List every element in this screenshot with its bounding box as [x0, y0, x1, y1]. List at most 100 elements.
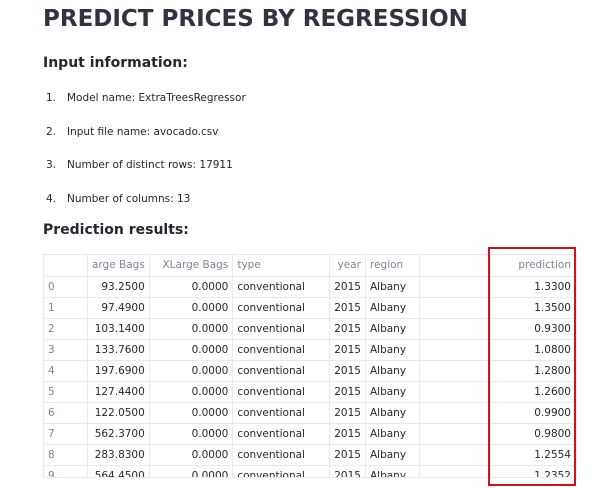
- region-cell[interactable]: Albany: [365, 318, 421, 340]
- region-cell[interactable]: Albany: [365, 381, 421, 403]
- xlarge-bags-column-header[interactable]: XLarge Bags: [149, 255, 234, 277]
- large-bags-cell[interactable]: 562.3700: [87, 423, 150, 445]
- region-cell[interactable]: Albany: [365, 465, 421, 477]
- type-cell[interactable]: conventional: [232, 402, 331, 424]
- table-row[interactable]: 8 283.8300 0.0000 conventional 2015 Albany 1.2…: [44, 444, 576, 466]
- index-cell[interactable]: 1: [44, 297, 88, 319]
- large-bags-cell[interactable]: 122.0500: [87, 402, 150, 424]
- index-cell[interactable]: 9: [44, 465, 88, 477]
- large-bags-cell[interactable]: 283.8300: [87, 444, 150, 466]
- year-cell[interactable]: 2015: [329, 297, 366, 319]
- index-cell[interactable]: 8: [44, 444, 88, 466]
- index-cell[interactable]: 2: [44, 318, 88, 340]
- index-cell[interactable]: 5: [44, 381, 88, 403]
- type-column-header[interactable]: type: [232, 255, 331, 277]
- year-cell[interactable]: 2015: [329, 339, 366, 361]
- year-cell[interactable]: 2015: [329, 360, 366, 382]
- prediction-cell[interactable]: 0.9800: [490, 423, 576, 445]
- blank-cell[interactable]: [419, 339, 492, 361]
- blank-cell[interactable]: [419, 318, 492, 340]
- results-table-scroll-area[interactable]: arge Bags XLarge Bags type year region p…: [43, 254, 577, 478]
- xlarge-bags-cell[interactable]: 0.0000: [149, 402, 234, 424]
- year-cell[interactable]: 2015: [329, 318, 366, 340]
- type-cell[interactable]: conventional: [232, 360, 331, 382]
- large-bags-cell[interactable]: 127.4400: [87, 381, 150, 403]
- xlarge-bags-cell[interactable]: 0.0000: [149, 297, 234, 319]
- large-bags-cell[interactable]: 133.7600: [87, 339, 150, 361]
- prediction-cell[interactable]: 1.2352: [490, 465, 576, 477]
- prediction-cell[interactable]: 1.3300: [490, 276, 576, 298]
- year-cell[interactable]: 2015: [329, 465, 366, 477]
- blank-cell[interactable]: [419, 465, 492, 477]
- prediction-cell[interactable]: 0.9300: [490, 318, 576, 340]
- large-bags-column-header[interactable]: arge Bags: [87, 255, 150, 277]
- prediction-cell[interactable]: 0.9900: [490, 402, 576, 424]
- type-cell[interactable]: conventional: [232, 465, 331, 477]
- prediction-cell[interactable]: 1.2554: [490, 444, 576, 466]
- large-bags-cell[interactable]: 103.1400: [87, 318, 150, 340]
- table-row[interactable]: 2 103.1400 0.0000 conventional 2015 Albany 0.9…: [44, 318, 576, 340]
- year-cell[interactable]: 2015: [329, 276, 366, 298]
- xlarge-bags-cell[interactable]: 0.0000: [149, 318, 234, 340]
- blank-cell[interactable]: [419, 444, 492, 466]
- index-cell[interactable]: 7: [44, 423, 88, 445]
- table-row[interactable]: 0 93.2500 0.0000 conventional 2015 Albany 1.33…: [44, 276, 576, 298]
- large-bags-cell[interactable]: 564.4500: [87, 465, 150, 477]
- blank-cell[interactable]: [419, 276, 492, 298]
- blank-cell[interactable]: [419, 402, 492, 424]
- type-cell[interactable]: conventional: [232, 339, 331, 361]
- blank-cell[interactable]: [419, 297, 492, 319]
- index-cell[interactable]: 3: [44, 339, 88, 361]
- type-cell[interactable]: conventional: [232, 381, 331, 403]
- index-cell[interactable]: 0: [44, 276, 88, 298]
- xlarge-bags-cell[interactable]: 0.0000: [149, 423, 234, 445]
- region-cell[interactable]: Albany: [365, 297, 421, 319]
- prediction-cell[interactable]: 1.0800: [490, 339, 576, 361]
- region-cell[interactable]: Albany: [365, 360, 421, 382]
- year-column-header[interactable]: year: [329, 255, 366, 277]
- type-cell[interactable]: conventional: [232, 276, 331, 298]
- xlarge-bags-cell[interactable]: 0.0000: [149, 339, 234, 361]
- prediction-cell[interactable]: 1.3500: [490, 297, 576, 319]
- region-cell[interactable]: Albany: [365, 444, 421, 466]
- large-bags-cell[interactable]: 93.2500: [87, 276, 150, 298]
- index-column-header[interactable]: [44, 255, 88, 277]
- table-row[interactable]: 4 197.6900 0.0000 conventional 2015 Albany 1.2…: [44, 360, 576, 382]
- index-cell[interactable]: 4: [44, 360, 88, 382]
- xlarge-bags-cell[interactable]: 0.0000: [149, 465, 234, 477]
- large-bags-cell[interactable]: 97.4900: [87, 297, 150, 319]
- xlarge-bags-cell[interactable]: 0.0000: [149, 276, 234, 298]
- year-cell[interactable]: 2015: [329, 423, 366, 445]
- region-cell[interactable]: Albany: [365, 339, 421, 361]
- prediction-cell[interactable]: 1.2800: [490, 360, 576, 382]
- page-title: PREDICT PRICES BY REGRESSION: [43, 6, 468, 32]
- table-row[interactable]: 1 97.4900 0.0000 conventional 2015 Albany 1.35…: [44, 297, 576, 319]
- region-column-header[interactable]: region: [365, 255, 421, 277]
- table-row[interactable]: 6 122.0500 0.0000 conventional 2015 Albany 0.9…: [44, 402, 576, 424]
- year-cell[interactable]: 2015: [329, 402, 366, 424]
- table-row[interactable]: 5 127.4400 0.0000 conventional 2015 Albany 1.2…: [44, 381, 576, 403]
- region-cell[interactable]: Albany: [365, 402, 421, 424]
- type-cell[interactable]: conventional: [232, 297, 331, 319]
- index-cell[interactable]: 6: [44, 402, 88, 424]
- blank-cell[interactable]: [419, 381, 492, 403]
- xlarge-bags-cell[interactable]: 0.0000: [149, 381, 234, 403]
- type-cell[interactable]: conventional: [232, 318, 331, 340]
- type-cell[interactable]: conventional: [232, 444, 331, 466]
- year-cell[interactable]: 2015: [329, 444, 366, 466]
- blank-cell[interactable]: [419, 360, 492, 382]
- table-row[interactable]: 9 564.4500 0.0000 conventional 2015 Albany 1.2…: [44, 465, 576, 477]
- table-row[interactable]: 7 562.3700 0.0000 conventional 2015 Albany 0.9…: [44, 423, 576, 445]
- prediction-column-header[interactable]: prediction: [490, 255, 576, 277]
- xlarge-bags-cell[interactable]: 0.0000: [149, 360, 234, 382]
- region-cell[interactable]: Albany: [365, 423, 421, 445]
- region-cell[interactable]: Albany: [365, 276, 421, 298]
- large-bags-cell[interactable]: 197.6900: [87, 360, 150, 382]
- type-cell[interactable]: conventional: [232, 423, 331, 445]
- xlarge-bags-cell[interactable]: 0.0000: [149, 444, 234, 466]
- prediction-results-heading: Prediction results:: [43, 222, 189, 238]
- blank-cell[interactable]: [419, 423, 492, 445]
- year-cell[interactable]: 2015: [329, 381, 366, 403]
- table-row[interactable]: 3 133.7600 0.0000 conventional 2015 Albany 1.0…: [44, 339, 576, 361]
- prediction-cell[interactable]: 1.2600: [490, 381, 576, 403]
